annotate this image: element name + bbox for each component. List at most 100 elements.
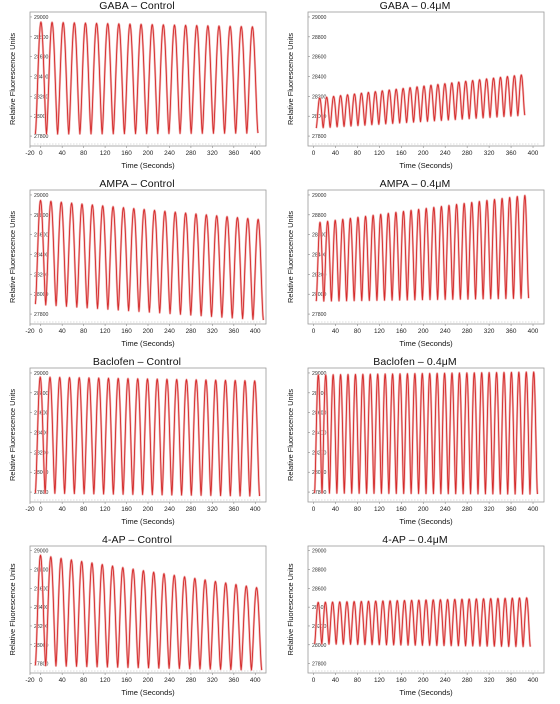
- y-tick-label: 28800: [312, 213, 327, 219]
- y-tick-label: 29000: [34, 193, 49, 199]
- y-tick-label: 29000: [34, 15, 49, 21]
- x-tick-label: 120: [374, 150, 385, 157]
- x-tick-label: 80: [354, 328, 362, 335]
- y-axis-label: Relative Fluorescence Units: [286, 389, 295, 481]
- x-tick-label: 400: [250, 506, 261, 513]
- x-tick-label: -20: [25, 506, 35, 513]
- y-tick-label: 28800: [312, 35, 327, 41]
- y-tick-label: 29000: [312, 549, 327, 555]
- y-tick-label: 28400: [34, 431, 49, 437]
- y-tick-label: 28600: [34, 586, 49, 592]
- y-axis-label: Relative Fluorescence Units: [8, 33, 17, 125]
- x-tick-label: 80: [354, 150, 362, 157]
- x-tick-label: 320: [207, 150, 218, 157]
- y-tick-label: 28000: [34, 470, 49, 476]
- series-line: [34, 554, 263, 671]
- x-tick-label: 160: [396, 150, 407, 157]
- x-tick-label: 280: [186, 150, 197, 157]
- y-axis-label: Relative Fluorescence Units: [8, 211, 17, 303]
- x-tick-label: 0: [39, 150, 43, 157]
- y-tick-label: 28000: [312, 643, 327, 649]
- x-tick-label: 0: [312, 150, 316, 157]
- x-tick-label: 240: [164, 677, 175, 684]
- y-tick-label: 27800: [34, 490, 49, 496]
- x-tick-label: -20: [25, 677, 35, 684]
- x-tick-label: 280: [186, 328, 197, 335]
- chart-panel-ampa-0-4um: AMPA – 0.4μM 27800 28000 28200 28400 28600 28…: [284, 178, 546, 350]
- x-tick-label: 240: [164, 150, 175, 157]
- x-tick-label: 40: [332, 150, 340, 157]
- x-tick-label: 0: [39, 677, 43, 684]
- x-tick-label: 360: [228, 150, 239, 157]
- x-tick-label: 360: [228, 506, 239, 513]
- x-axis-label: Time (Seconds): [121, 517, 175, 526]
- x-tick-label: 40: [59, 150, 67, 157]
- chart-panel-gaba-0-4um: GABA – 0.4μM 27800 28000 28200 28400 28600 28…: [284, 0, 546, 172]
- y-tick-label: 28000: [34, 114, 49, 120]
- x-tick-label: 160: [121, 506, 132, 513]
- x-tick-label: 320: [207, 506, 218, 513]
- y-tick-label: 28000: [312, 470, 327, 476]
- x-tick-label: 400: [528, 677, 539, 684]
- x-tick-label: 360: [506, 677, 517, 684]
- y-axis-label: Relative Fluorescence Units: [286, 563, 295, 655]
- x-tick-label: 400: [250, 328, 261, 335]
- chart-panel-gaba-control: GABA – Control 27800 28000 28200 28400 28600…: [6, 0, 268, 172]
- chart-title: 4-AP – 0.4μM: [382, 534, 448, 546]
- x-tick-label: 360: [506, 328, 517, 335]
- x-tick-label: 80: [354, 677, 362, 684]
- x-tick-label: -20: [25, 150, 35, 157]
- x-tick-label: 200: [143, 150, 154, 157]
- x-tick-label: 200: [418, 150, 429, 157]
- x-tick-label: 320: [484, 150, 495, 157]
- y-axis-label: Relative Fluorescence Units: [8, 563, 17, 655]
- y-tick-label: 28000: [34, 643, 49, 649]
- x-tick-label: 80: [80, 328, 88, 335]
- y-axis-label: Relative Fluorescence Units: [8, 389, 17, 481]
- x-axis-label: Time (Seconds): [399, 339, 453, 348]
- x-tick-label: 0: [39, 506, 43, 513]
- x-tick-label: 200: [143, 677, 154, 684]
- x-tick-label: 200: [418, 506, 429, 513]
- x-tick-label: 160: [396, 506, 407, 513]
- series-line: [315, 195, 530, 302]
- x-tick-label: 120: [100, 328, 111, 335]
- y-tick-label: 28400: [34, 605, 49, 611]
- y-tick-label: 27800: [312, 312, 327, 318]
- x-tick-label: 40: [59, 328, 67, 335]
- x-tick-label: 80: [80, 150, 88, 157]
- y-tick-label: 28200: [312, 624, 327, 630]
- y-tick-label: 28800: [34, 35, 49, 41]
- x-tick-label: 120: [100, 677, 111, 684]
- x-axis-label: Time (Seconds): [121, 339, 175, 348]
- y-tick-label: 27800: [34, 312, 49, 318]
- y-tick-label: 28000: [34, 292, 49, 298]
- x-tick-label: 120: [100, 506, 111, 513]
- x-tick-label: 80: [80, 677, 88, 684]
- x-tick-label: 320: [484, 328, 495, 335]
- chart-title: 4-AP – Control: [101, 534, 173, 546]
- y-tick-label: 28200: [34, 450, 49, 456]
- x-tick-label: 240: [440, 328, 451, 335]
- y-tick-label: 29000: [34, 549, 49, 555]
- x-tick-label: 80: [354, 506, 362, 513]
- x-tick-label: 280: [186, 677, 197, 684]
- x-tick-label: 280: [462, 677, 473, 684]
- x-tick-label: 200: [143, 328, 154, 335]
- chart-title: GABA – 0.4μM: [379, 0, 451, 12]
- y-tick-label: 29000: [34, 371, 49, 377]
- series-line: [34, 376, 261, 497]
- x-tick-label: -20: [25, 328, 35, 335]
- x-tick-label: 200: [143, 506, 154, 513]
- x-tick-label: 0: [312, 677, 316, 684]
- plot-frame: [307, 11, 545, 147]
- x-axis-label: Time (Seconds): [121, 688, 175, 697]
- x-tick-label: 240: [440, 677, 451, 684]
- y-tick-label: 27800: [312, 490, 327, 496]
- x-tick-label: 400: [528, 506, 539, 513]
- chart-title: AMPA – Control: [99, 178, 175, 190]
